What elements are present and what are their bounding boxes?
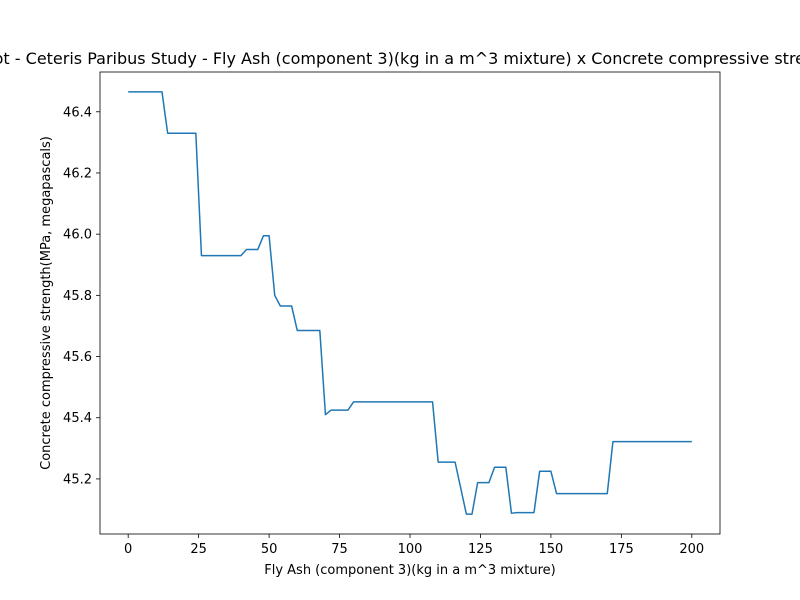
x-tick-label: 150 xyxy=(538,542,563,557)
x-tick-label: 200 xyxy=(679,542,704,557)
y-axis-ticks: 45.2 45.4 45.6 45.8 46.0 46.2 46.4 xyxy=(63,105,100,487)
x-tick-label: 175 xyxy=(609,542,634,557)
y-tick-label: 46.0 xyxy=(63,228,92,243)
x-tick-label: 100 xyxy=(398,542,423,557)
x-tick-label: 75 xyxy=(331,542,348,557)
x-tick-label: 25 xyxy=(190,542,207,557)
x-tick-label: 50 xyxy=(261,542,278,557)
x-tick-label: 125 xyxy=(468,542,493,557)
y-axis-label: Concrete compressive strength(MPa, megap… xyxy=(39,136,54,470)
y-tick-label: 45.8 xyxy=(63,289,92,304)
y-tick-label: 45.2 xyxy=(63,472,92,487)
chart-title: Partial Dependence Plot - Ceteris Paribu… xyxy=(0,49,800,68)
y-tick-label: 45.4 xyxy=(63,411,92,426)
x-axis-ticks: 0 25 50 75 100 125 150 175 200 xyxy=(124,534,704,557)
y-tick-label: 46.2 xyxy=(63,166,92,181)
x-tick-label: 0 xyxy=(124,542,132,557)
y-tick-label: 46.4 xyxy=(63,105,92,120)
y-tick-label: 45.6 xyxy=(63,350,92,365)
series-line xyxy=(128,91,692,515)
x-axis-label: Fly Ash (component 3)(kg in a m^3 mixtur… xyxy=(264,563,556,578)
